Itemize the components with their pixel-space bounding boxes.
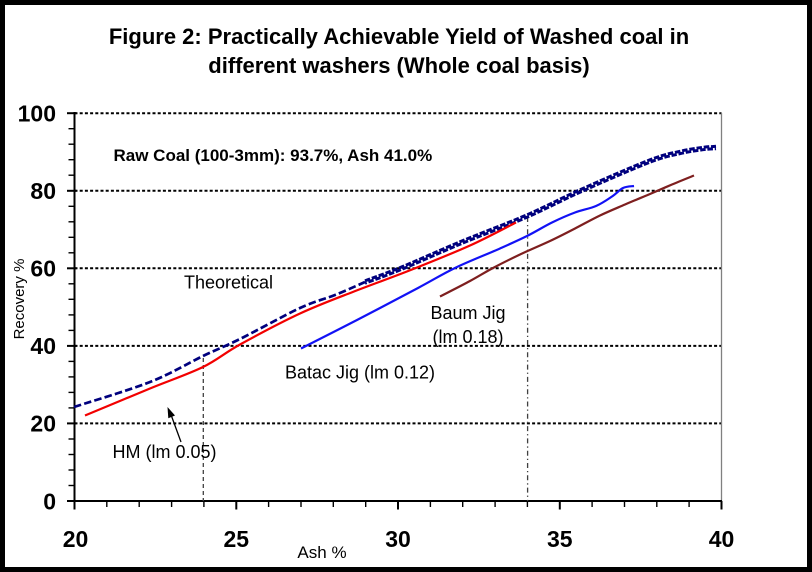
svg-text:Figure 2: Practically Achievab: Figure 2: Practically Achievable Yield o… bbox=[109, 24, 689, 49]
svg-text:25: 25 bbox=[224, 526, 250, 552]
svg-text:35: 35 bbox=[547, 526, 573, 552]
svg-text:0: 0 bbox=[43, 488, 56, 514]
svg-text:different washers (Whole coal: different washers (Whole coal basis) bbox=[208, 53, 589, 78]
svg-text:Baum Jig: Baum Jig bbox=[430, 303, 505, 323]
svg-text:(lm 0.18): (lm 0.18) bbox=[432, 327, 503, 347]
svg-text:Raw Coal (100-3mm): 93.7%, Ash: Raw Coal (100-3mm): 93.7%, Ash 41.0% bbox=[114, 146, 433, 165]
svg-text:Batac Jig (lm 0.12): Batac Jig (lm 0.12) bbox=[285, 363, 435, 383]
svg-text:HM (lm 0.05): HM (lm 0.05) bbox=[113, 442, 217, 462]
svg-text:80: 80 bbox=[30, 178, 56, 204]
svg-text:20: 20 bbox=[63, 526, 89, 552]
svg-text:40: 40 bbox=[709, 526, 735, 552]
svg-text:30: 30 bbox=[385, 526, 411, 552]
svg-text:40: 40 bbox=[30, 333, 56, 359]
svg-text:60: 60 bbox=[30, 256, 56, 282]
svg-text:Recovery %: Recovery % bbox=[11, 259, 28, 340]
svg-text:Ash %: Ash % bbox=[297, 543, 346, 562]
svg-text:100: 100 bbox=[18, 101, 56, 127]
svg-text:20: 20 bbox=[30, 411, 56, 437]
svg-text:Theoretical: Theoretical bbox=[184, 273, 273, 293]
